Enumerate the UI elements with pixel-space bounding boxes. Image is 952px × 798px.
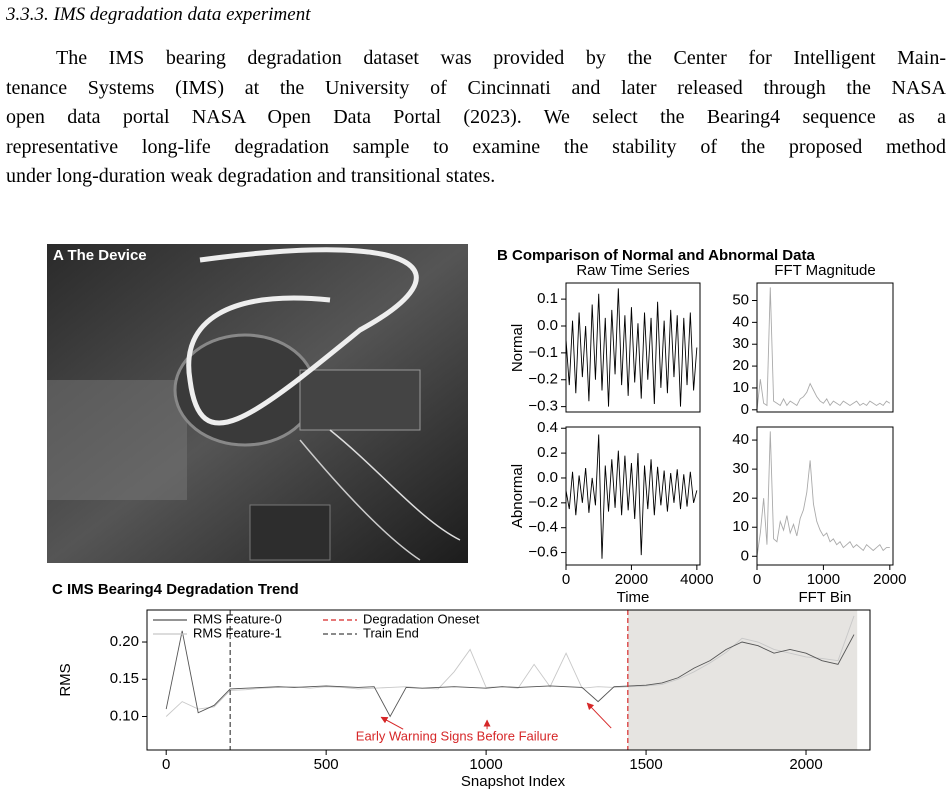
text-line: tenance Systems (IMS) at the University … [6,76,946,99]
text-line: open data portal NASA Open Data Portal (… [6,106,946,128]
y-axis-label: RMS [57,663,74,696]
chart-title: FFT Magnitude [774,262,875,279]
y-tick-label: 0.0 [537,317,558,334]
y-tick-label: 40 [732,431,749,448]
y-axis-label: Abnormal [509,464,526,528]
panel-label: A The Device [53,247,147,264]
paragraph: The IMS bearing degradation dataset was … [6,44,946,192]
y-tick-label: 0 [741,401,749,418]
y-tick-label: 30 [732,335,749,352]
y-tick-label: −0.1 [528,344,558,361]
y-tick-label: −0.4 [528,519,558,536]
y-tick-label: −0.3 [528,398,558,415]
y-tick-label: 0.2 [537,444,558,461]
y-tick-label: 0 [741,547,749,564]
y-tick-label: 50 [732,291,749,308]
plot-frame [146,609,871,751]
data-line [565,434,698,559]
chart-title: C IMS Bearing4 Degradation Trend [52,581,299,598]
y-tick-label: −0.6 [528,544,558,561]
annotation: Early Warning Signs Before Failure [356,728,559,743]
plot-frame [565,282,701,413]
text-line: under long-duration weak degradation and… [6,165,496,187]
x-tick-label: 2000 [615,571,648,588]
y-tick-label: −0.2 [528,371,558,388]
data-line [756,431,890,557]
x-tick-label: 500 [314,756,339,773]
y-tick-label: 0.15 [110,670,139,687]
legend-label: RMS Feature-1 [193,625,282,640]
text-line: representative long-life degradation sam… [6,135,946,158]
x-tick-label: 0 [162,756,170,773]
annotation-arrow [586,702,612,729]
plot-frame [756,282,894,413]
x-axis-label: Snapshot Index [461,773,566,790]
legend-label: Train End [363,625,419,640]
y-tick-label: 20 [732,489,749,506]
x-tick-label: 1000 [469,756,502,773]
plot-frame [565,426,701,566]
data-line [565,288,698,407]
y-tick-label: 30 [732,460,749,477]
x-tick-label: 2000 [789,756,822,773]
x-tick-label: 0 [753,571,761,588]
y-tick-label: 40 [732,313,749,330]
legend-label: RMS Feature-0 [193,611,282,626]
legend-label: Degradation Oneset [363,611,480,626]
panel-title: B Comparison of Normal and Abnormal Data [497,247,815,264]
device-photo: A The Device [47,244,468,563]
data-line [756,287,891,410]
y-tick-label: 20 [732,357,749,374]
y-tick-label: 0.20 [110,633,139,650]
chart-title: Raw Time Series [576,262,689,279]
x-tick-label: 4000 [680,571,713,588]
y-axis-label: Normal [509,324,526,372]
plot-frame [756,426,894,566]
y-tick-label: 10 [732,379,749,396]
annotation-arrow [380,716,404,730]
section-heading: 3.3.3. IMS degradation data experiment [6,4,311,25]
y-tick-label: 0.10 [110,707,139,724]
data-line [165,630,855,718]
y-tick-label: 0.0 [537,469,558,486]
y-tick-label: −0.2 [528,494,558,511]
x-tick-label: 0 [562,571,570,588]
y-tick-label: 0.1 [537,290,558,307]
x-tick-label: 2000 [873,571,906,588]
y-tick-label: 0.4 [537,419,558,436]
x-tick-label: 1500 [629,756,662,773]
x-axis-label: Time [617,589,650,606]
x-axis-label: FFT Bin [798,589,851,606]
text-line: The IMS bearing degradation dataset was … [56,47,946,69]
y-tick-label: 10 [732,518,749,535]
x-tick-label: 1000 [807,571,840,588]
shaded-region [627,610,858,750]
